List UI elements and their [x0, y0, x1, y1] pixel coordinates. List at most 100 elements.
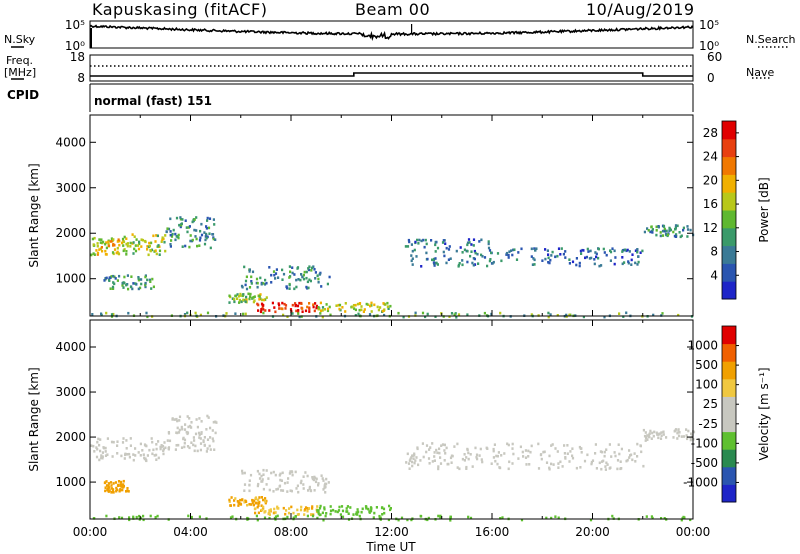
velocity-echo-cell — [122, 486, 125, 489]
velocity-colorbar-cell — [722, 431, 736, 450]
velocity-echo-cell — [229, 504, 232, 507]
power-echo-cell — [291, 266, 294, 269]
power-echo-cell — [363, 308, 366, 311]
velocity-echo-cell — [177, 443, 180, 447]
velocity-echo-cell — [239, 502, 242, 506]
power-y-tick-label: 2000 — [55, 226, 86, 240]
power-echo-cell — [483, 311, 486, 315]
power-echo-cell — [603, 315, 606, 319]
power-echo-cell — [473, 257, 476, 261]
velocity-echo-cell — [274, 511, 277, 514]
power-echo-cell — [112, 274, 115, 278]
power-echo-cell — [328, 305, 331, 309]
power-echo-cell — [169, 233, 172, 237]
velocity-echo-cell — [631, 458, 634, 462]
power-echo-cell — [200, 233, 204, 237]
velocity-echo-cell — [480, 458, 483, 461]
velocity-echo-cell — [108, 486, 111, 489]
nave-right-tick: 0 — [707, 71, 715, 85]
velocity-echo-cell — [270, 471, 273, 475]
velocity-echo-cell — [97, 437, 100, 441]
velocity-echo-cell — [256, 498, 259, 502]
power-echo-cell — [365, 302, 368, 306]
velocity-echo-cell — [444, 452, 447, 455]
velocity-echo-cell — [604, 468, 607, 471]
power-echo-cell — [121, 284, 124, 287]
velocity-echo-cell — [644, 431, 647, 434]
velocity-echo-cell — [644, 439, 647, 442]
power-echo-cell — [421, 311, 425, 315]
power-echo-cell — [282, 272, 286, 276]
velocity-echo-cell — [545, 516, 548, 520]
velocity-colorbar-cell — [722, 466, 736, 485]
power-echo-cell — [236, 297, 239, 300]
power-echo-cell — [131, 287, 134, 291]
power-echo-cell — [143, 239, 147, 243]
velocity-echo-cell — [254, 511, 257, 515]
velocity-echo-cell — [100, 456, 103, 460]
velocity-echo-cell — [317, 509, 320, 512]
power-echo-cell — [665, 229, 668, 233]
velocity-echo-cell — [171, 418, 174, 421]
velocity-echo-cell — [302, 487, 305, 490]
power-y-tick-label: 3000 — [55, 181, 86, 195]
power-panel-frame — [89, 114, 694, 317]
velocity-echo-cell — [322, 488, 325, 491]
power-echo-cell — [668, 226, 671, 230]
velocity-echo-cell — [167, 447, 170, 451]
power-echo-cell — [93, 253, 96, 256]
velocity-echo-cell — [609, 466, 612, 469]
power-echo-cell — [317, 306, 320, 309]
power-echo-cell — [554, 255, 557, 259]
power-echo-cell — [125, 242, 128, 246]
power-echo-cell — [411, 263, 414, 266]
power-echo-cell — [664, 232, 668, 236]
velocity-echo-cell — [121, 488, 124, 492]
velocity-echo-cell — [501, 516, 504, 519]
velocity-echo-cell — [517, 457, 520, 460]
power-echo-cell — [686, 228, 690, 231]
velocity-echo-cell — [320, 474, 323, 477]
power-echo-cell — [291, 271, 294, 275]
velocity-echo-cell — [245, 500, 248, 503]
power-echo-cell — [662, 224, 665, 228]
velocity-echo-cell — [256, 484, 259, 488]
power-echo-cell — [112, 244, 115, 247]
velocity-echo-cell — [433, 451, 436, 454]
velocity-echo-cell — [324, 514, 327, 518]
velocity-echo-cell — [649, 429, 652, 433]
velocity-echo-cell — [257, 504, 260, 507]
velocity-echo-cell — [125, 490, 128, 493]
power-echo-cell — [442, 250, 445, 254]
velocity-echo-cell — [413, 452, 416, 456]
velocity-echo-cell — [687, 429, 690, 433]
velocity-echo-cell — [620, 467, 623, 470]
power-echo-cell — [450, 312, 454, 315]
power-echo-cell — [425, 251, 428, 255]
velocity-echo-cell — [323, 507, 326, 511]
velocity-echo-cell — [101, 456, 104, 460]
power-echo-cell — [231, 297, 234, 300]
power-echo-cell — [152, 234, 155, 238]
power-echo-cell — [263, 283, 267, 286]
velocity-echo-cell — [440, 444, 443, 447]
power-echo-cell — [655, 225, 658, 229]
velocity-echo-cell — [189, 424, 192, 428]
velocity-echo-cell — [598, 461, 601, 465]
power-echo-cell — [127, 287, 130, 291]
power-echo-cell — [129, 245, 132, 248]
velocity-echo-cell — [274, 473, 277, 477]
velocity-echo-cell — [282, 506, 285, 510]
power-echo-cell — [181, 245, 184, 248]
power-echo-cell — [585, 255, 588, 259]
velocity-echo-cell — [104, 481, 107, 484]
power-echo-cell — [487, 240, 490, 243]
power-echo-cell — [270, 273, 273, 277]
velocity-echo-cell — [602, 459, 605, 463]
power-colorbar-cell — [722, 263, 736, 282]
power-echo-cell — [634, 261, 637, 265]
power-echo-cell — [381, 309, 384, 313]
x-axis-title: Time UT — [365, 540, 416, 554]
power-echo-cell — [200, 222, 203, 226]
power-echo-cell — [239, 294, 242, 297]
